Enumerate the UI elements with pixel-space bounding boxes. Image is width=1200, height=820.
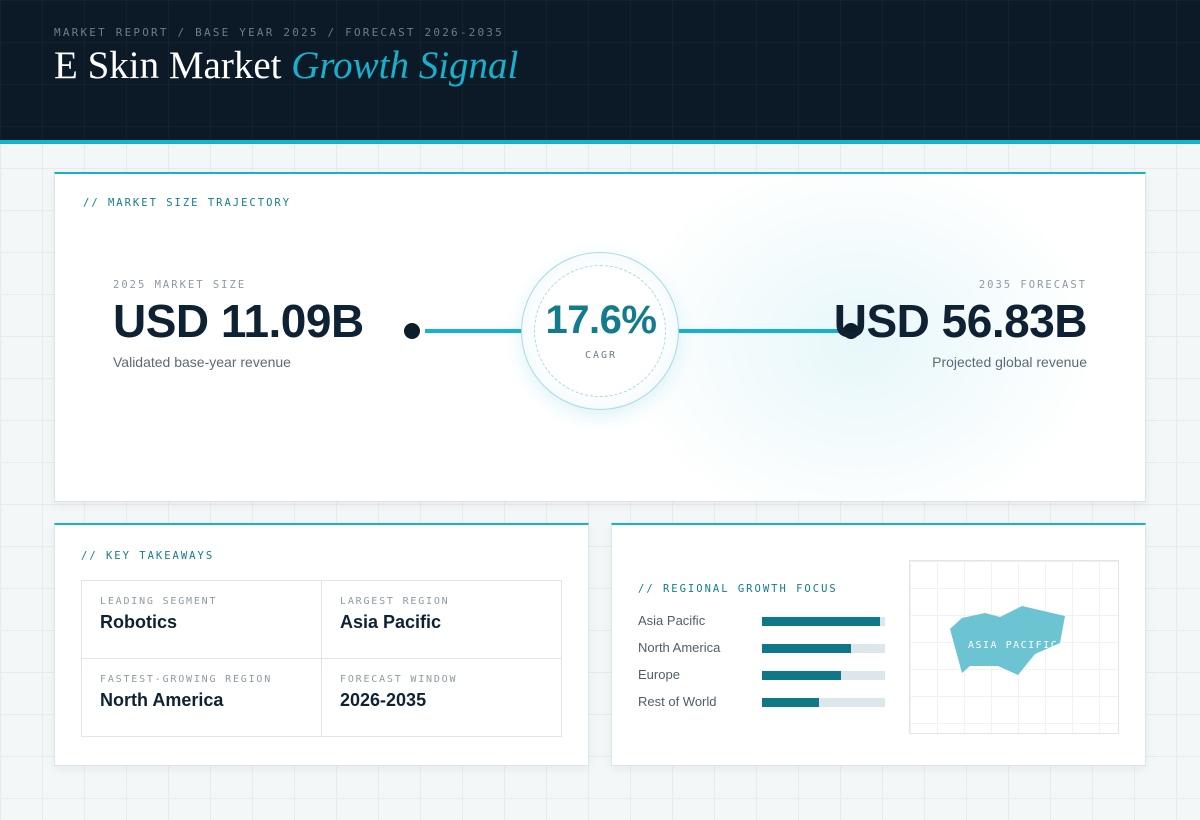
region-bar-fill	[762, 671, 841, 680]
report-kicker: MARKET REPORT / BASE YEAR 2025 / FORECAS…	[54, 26, 504, 39]
takeaway-largest-region: LARGEST REGION Asia Pacific	[322, 581, 562, 659]
map-region-label: ASIA PACIFIC	[968, 640, 1059, 651]
forecast-label: 2035 FORECAST	[978, 279, 1087, 291]
forecast-value: USD 56.83B	[833, 295, 1088, 347]
region-row: Asia Pacific	[638, 613, 888, 629]
takeaway-leading-segment: LEADING SEGMENT Robotics	[82, 581, 322, 659]
takeaways-section-label: // KEY TAKEAWAYS	[81, 550, 215, 562]
base-year-label: 2025 MARKET SIZE	[113, 279, 247, 291]
region-name: Rest of World	[638, 694, 717, 709]
takeaway-value: Asia Pacific	[340, 612, 442, 632]
region-bar-fill	[762, 617, 881, 626]
region-bar-track	[762, 644, 885, 653]
report-header: MARKET REPORT / BASE YEAR 2025 / FORECAS…	[0, 0, 1200, 144]
region-name: Europe	[638, 667, 680, 682]
base-year-value: USD 11.09B	[113, 295, 364, 347]
trajectory-end-dot	[843, 323, 859, 339]
region-name: Asia Pacific	[638, 613, 706, 628]
grid-divider-horizontal	[82, 658, 561, 659]
takeaway-key: LEADING SEGMENT	[100, 596, 218, 607]
trajectory-section-label: // MARKET SIZE TRAJECTORY	[83, 197, 292, 209]
cagr-inner-ring: 17.6% CAGR	[534, 265, 666, 397]
title-accent: Growth Signal	[291, 44, 519, 87]
takeaways-grid: LEADING SEGMENT Robotics LARGEST REGION …	[81, 580, 562, 737]
takeaway-key: FORECAST WINDOW	[340, 674, 458, 685]
takeaway-key: FASTEST-GROWING REGION	[100, 674, 273, 685]
key-takeaways-card: // KEY TAKEAWAYS LEADING SEGMENT Robotic…	[54, 523, 589, 766]
title-main: E Skin Market	[54, 44, 282, 87]
region-bar-fill	[762, 698, 819, 707]
region-name: North America	[638, 640, 721, 655]
market-size-trajectory-card: // MARKET SIZE TRAJECTORY 2025 MARKET SI…	[54, 172, 1146, 502]
region-bar-fill	[762, 644, 851, 653]
region-bar-track	[762, 617, 885, 626]
takeaway-forecast-window: FORECAST WINDOW 2026-2035	[322, 659, 562, 737]
asia-pacific-map-shape	[950, 606, 1065, 675]
region-row: North America	[638, 640, 888, 656]
region-row: Europe	[638, 667, 888, 683]
base-year-caption: Validated base-year revenue	[113, 354, 291, 370]
page-title: E Skin Market Growth Signal	[54, 43, 518, 88]
takeaway-fastest-growing-region: FASTEST-GROWING REGION North America	[82, 659, 322, 737]
regional-section-label: // REGIONAL GROWTH FOCUS	[638, 583, 838, 595]
takeaway-value: North America	[100, 690, 224, 710]
takeaway-value: Robotics	[100, 612, 178, 632]
cagr-label: CAGR	[584, 350, 618, 361]
takeaway-value: 2026-2035	[340, 690, 427, 710]
region-bar-track	[762, 671, 885, 680]
region-row: Rest of World	[638, 694, 888, 710]
cagr-value: 17.6%	[545, 298, 657, 342]
regional-growth-focus-card: // REGIONAL GROWTH FOCUS Asia Pacific No…	[611, 523, 1146, 766]
trajectory-start-dot	[404, 323, 420, 339]
takeaway-key: LARGEST REGION	[340, 596, 450, 607]
forecast-caption: Projected global revenue	[932, 354, 1087, 370]
region-bar-track	[762, 698, 885, 707]
region-map: ASIA PACIFIC	[909, 560, 1119, 734]
cagr-badge: 17.6% CAGR	[521, 252, 679, 410]
